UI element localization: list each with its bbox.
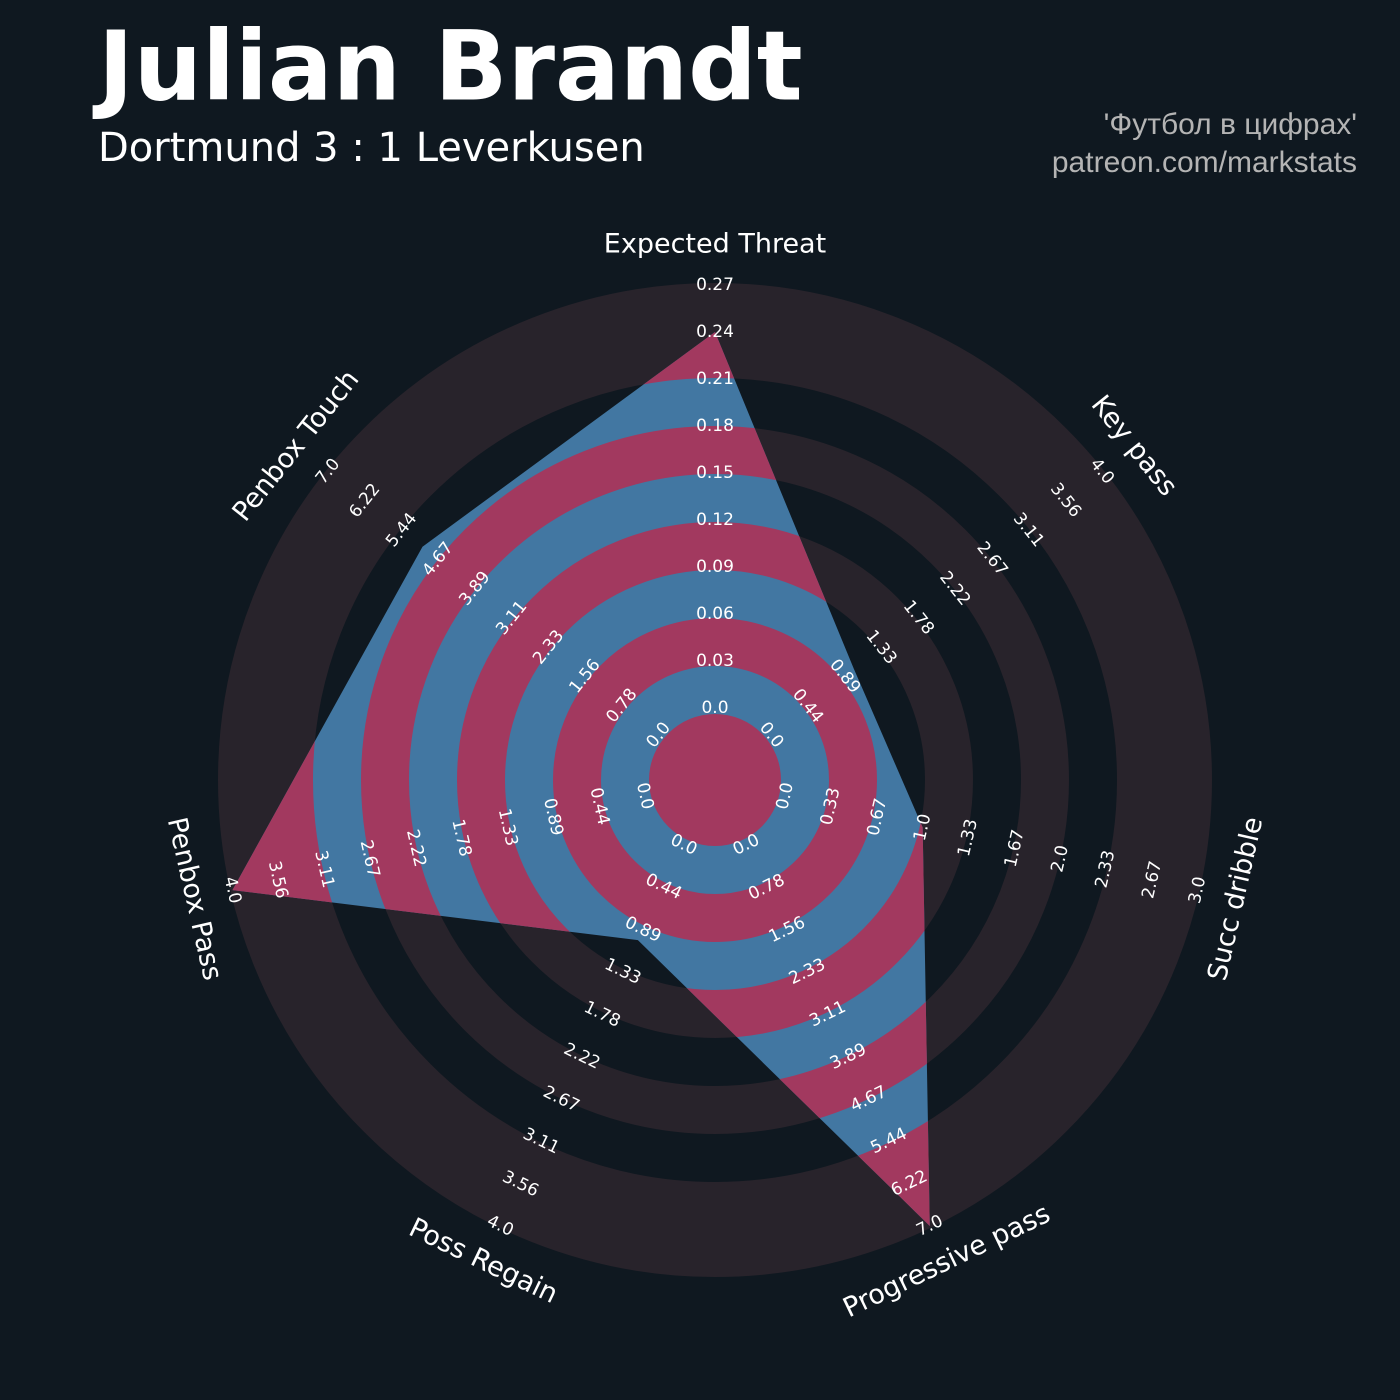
chart-subtitle: Dortmund 3 : 1 Leverkusen	[98, 125, 645, 171]
highlight-ring	[553, 618, 877, 942]
axis-label: Expected Threat	[604, 229, 826, 260]
tick-label: 0.12	[696, 510, 734, 530]
highlight-ring	[457, 522, 930, 1038]
tick-label: 0.09	[696, 557, 734, 577]
highlight-ring	[649, 714, 781, 846]
tick-label: 0.24	[696, 322, 734, 342]
ring	[218, 283, 1212, 1277]
chart-title: Julian Brandt	[92, 10, 803, 122]
tick-label: 0.03	[696, 651, 734, 671]
tick-label: 0.06	[696, 604, 734, 624]
tick-label: 0.0	[701, 698, 728, 718]
tick-label: 0.21	[696, 369, 734, 389]
credit: 'Футбол в цифрах'	[1104, 108, 1357, 141]
credit: patreon.com/markstats	[1052, 146, 1357, 179]
tick-label: 0.18	[696, 416, 734, 436]
tick-label: 0.15	[696, 463, 734, 483]
tick-label: 0.27	[696, 275, 734, 295]
